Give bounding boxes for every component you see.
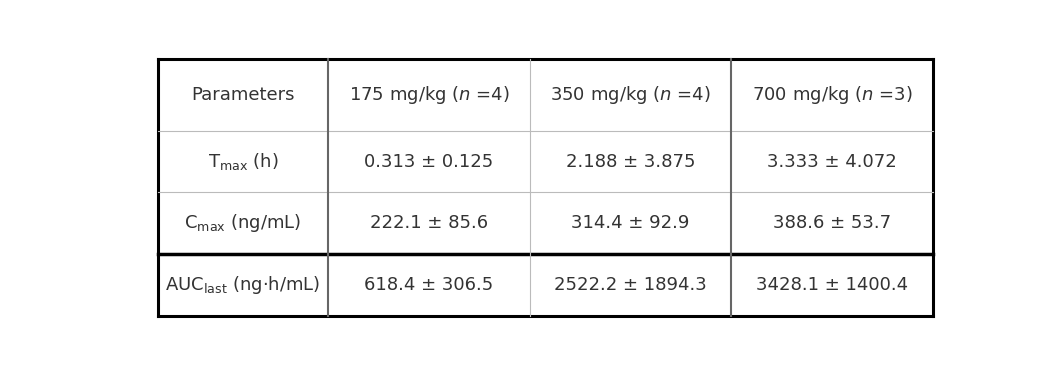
Text: 2.188 ± 3.875: 2.188 ± 3.875: [566, 152, 695, 171]
Text: 350 mg/kg ($\it{n}$ =4): 350 mg/kg ($\it{n}$ =4): [550, 84, 711, 106]
Text: 388.6 ± 53.7: 388.6 ± 53.7: [774, 214, 892, 232]
Text: 222.1 ± 85.6: 222.1 ± 85.6: [370, 214, 488, 232]
Text: Parameters: Parameters: [192, 86, 295, 104]
Text: 700 mg/kg ($\it{n}$ =3): 700 mg/kg ($\it{n}$ =3): [751, 84, 913, 106]
Text: 2522.2 ± 1894.3: 2522.2 ± 1894.3: [554, 276, 706, 294]
Text: 618.4 ± 306.5: 618.4 ± 306.5: [364, 276, 494, 294]
Text: 314.4 ± 92.9: 314.4 ± 92.9: [571, 214, 689, 232]
Text: T$_{\mathregular{max}}$ (h): T$_{\mathregular{max}}$ (h): [207, 151, 279, 172]
Text: AUC$_{\mathregular{last}}$ (ng·h/mL): AUC$_{\mathregular{last}}$ (ng·h/mL): [165, 274, 320, 296]
Text: C$_{\mathregular{max}}$ (ng/mL): C$_{\mathregular{max}}$ (ng/mL): [184, 212, 302, 234]
Text: 3428.1 ± 1400.4: 3428.1 ± 1400.4: [757, 276, 909, 294]
Text: 175 mg/kg ($\it{n}$ =4): 175 mg/kg ($\it{n}$ =4): [349, 84, 510, 106]
Text: 3.333 ± 4.072: 3.333 ± 4.072: [767, 152, 897, 171]
Text: 0.313 ± 0.125: 0.313 ± 0.125: [364, 152, 494, 171]
